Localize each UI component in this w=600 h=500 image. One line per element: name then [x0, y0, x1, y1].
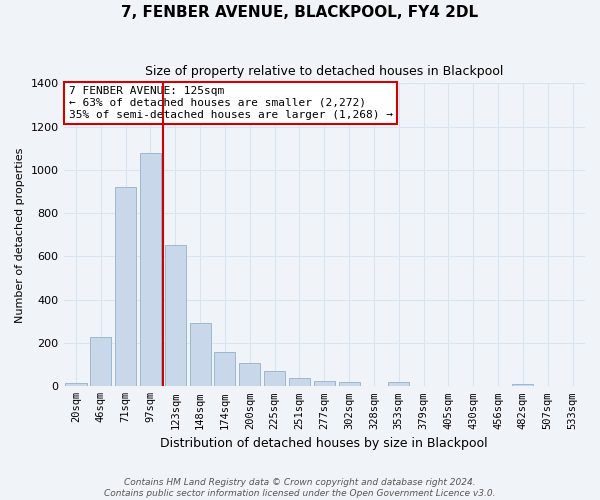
Text: Contains HM Land Registry data © Crown copyright and database right 2024.
Contai: Contains HM Land Registry data © Crown c…	[104, 478, 496, 498]
Title: Size of property relative to detached houses in Blackpool: Size of property relative to detached ho…	[145, 65, 503, 78]
Bar	[214, 352, 235, 386]
Bar	[65, 383, 86, 386]
Bar	[289, 378, 310, 386]
Bar	[239, 363, 260, 386]
Bar	[140, 152, 161, 386]
Bar	[388, 382, 409, 386]
Bar	[190, 323, 211, 386]
X-axis label: Distribution of detached houses by size in Blackpool: Distribution of detached houses by size …	[160, 437, 488, 450]
Bar	[90, 337, 112, 386]
Text: 7, FENBER AVENUE, BLACKPOOL, FY4 2DL: 7, FENBER AVENUE, BLACKPOOL, FY4 2DL	[121, 5, 479, 20]
Bar	[512, 384, 533, 386]
Text: 7 FENBER AVENUE: 125sqm
← 63% of detached houses are smaller (2,272)
35% of semi: 7 FENBER AVENUE: 125sqm ← 63% of detache…	[69, 86, 393, 120]
Bar	[115, 187, 136, 386]
Y-axis label: Number of detached properties: Number of detached properties	[15, 147, 25, 322]
Bar	[314, 381, 335, 386]
Bar	[264, 371, 285, 386]
Bar	[338, 382, 359, 386]
Bar	[165, 244, 186, 386]
